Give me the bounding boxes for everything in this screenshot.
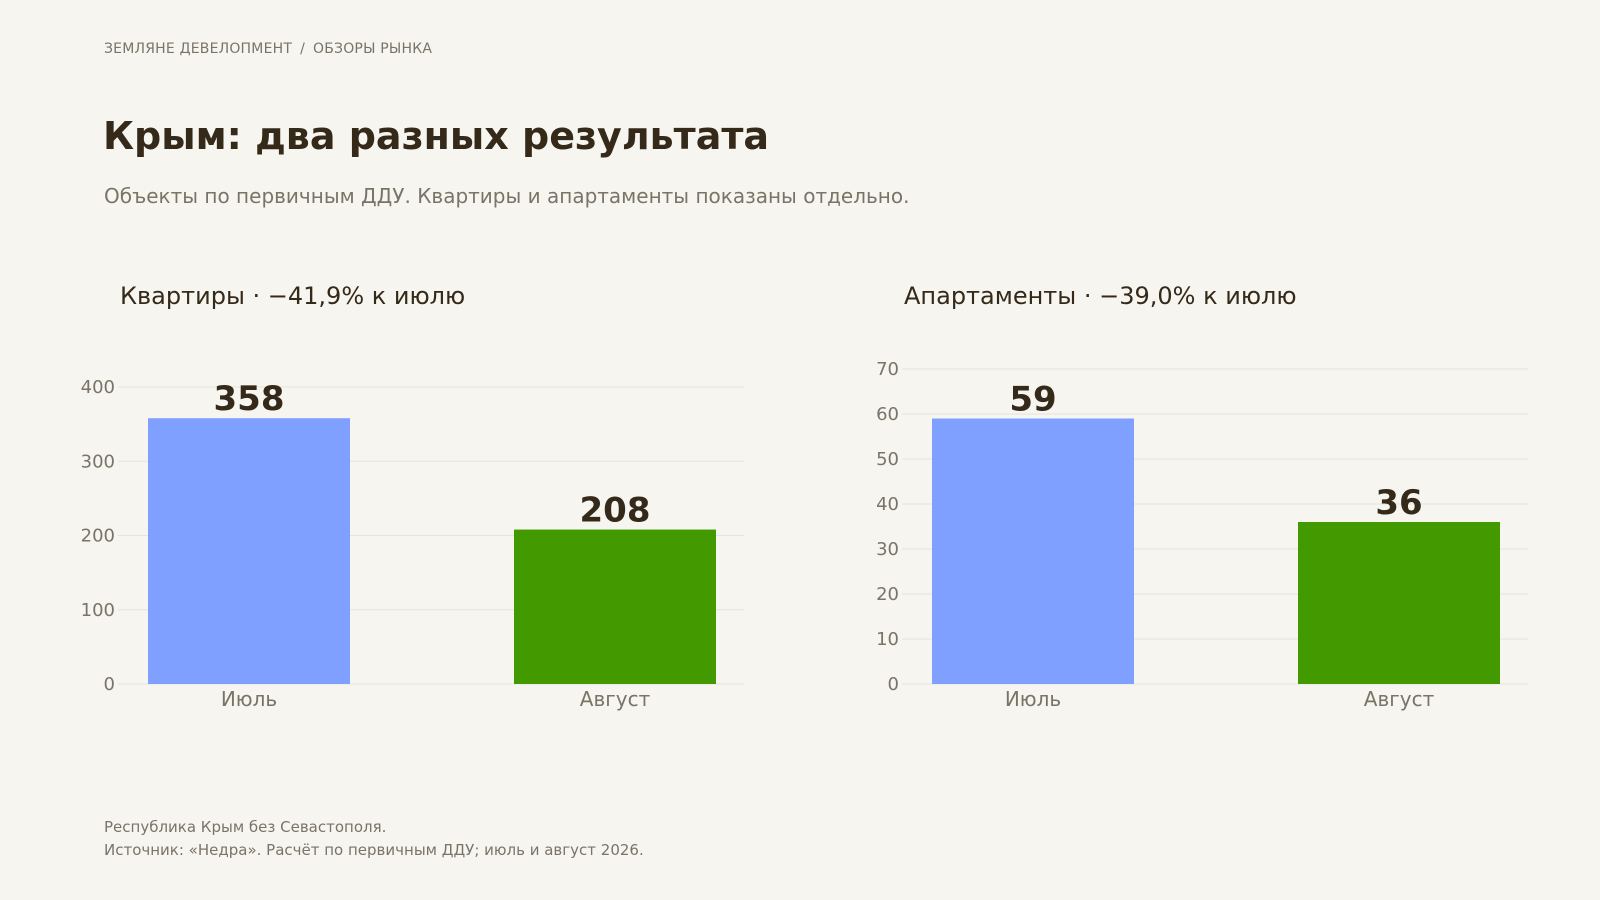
- y-tick-label: 40: [876, 494, 899, 515]
- y-tick-label: 60: [876, 404, 899, 425]
- bar-july: [932, 418, 1134, 684]
- bar-july: [148, 418, 350, 684]
- x-tick-label: Июль: [1005, 687, 1061, 711]
- x-tick-label: Июль: [221, 687, 277, 711]
- chart-title-apartments-serviced: Апартаменты · −39,0% к июлю: [904, 282, 1297, 310]
- page-subtitle: Объекты по первичным ДДУ. Квартиры и апа…: [104, 184, 910, 208]
- y-tick-label: 70: [876, 359, 899, 380]
- x-tick-label: Август: [580, 687, 651, 711]
- y-tick-label: 0: [104, 674, 115, 695]
- data-label: 208: [580, 491, 651, 531]
- breadcrumb-org[interactable]: ЗЕМЛЯНЕ ДЕВЕЛОПМЕНТ: [104, 41, 293, 57]
- y-tick-label: 10: [876, 629, 899, 650]
- y-tick-label: 0: [888, 674, 899, 695]
- y-tick-label: 100: [81, 600, 115, 621]
- chart-title-apartments-flats: Квартиры · −41,9% к июлю: [120, 282, 466, 310]
- breadcrumb-separator: /: [300, 41, 306, 57]
- breadcrumb-section[interactable]: ОБЗОРЫ РЫНКА: [313, 41, 433, 57]
- y-tick-label: 300: [81, 451, 115, 472]
- breadcrumb: ЗЕМЛЯНЕ ДЕВЕЛОПМЕНТ / ОБЗОРЫ РЫНКА: [104, 41, 432, 57]
- bar-august: [1298, 522, 1500, 684]
- bar-august: [514, 529, 716, 684]
- page-title: Крым: два разных результата: [103, 114, 770, 158]
- y-tick-label: 50: [876, 449, 899, 470]
- y-tick-label: 400: [81, 377, 115, 398]
- footnote-source: Источник: «Недра». Расчёт по первичным Д…: [104, 841, 644, 859]
- y-tick-label: 200: [81, 526, 115, 547]
- x-tick-label: Август: [1364, 687, 1435, 711]
- y-tick-label: 30: [876, 539, 899, 560]
- y-tick-label: 20: [876, 584, 899, 605]
- data-label: 358: [214, 379, 285, 419]
- footnote-region: Республика Крым без Севастополя.: [104, 818, 387, 836]
- data-label: 59: [1009, 380, 1056, 420]
- data-label: 36: [1375, 483, 1422, 523]
